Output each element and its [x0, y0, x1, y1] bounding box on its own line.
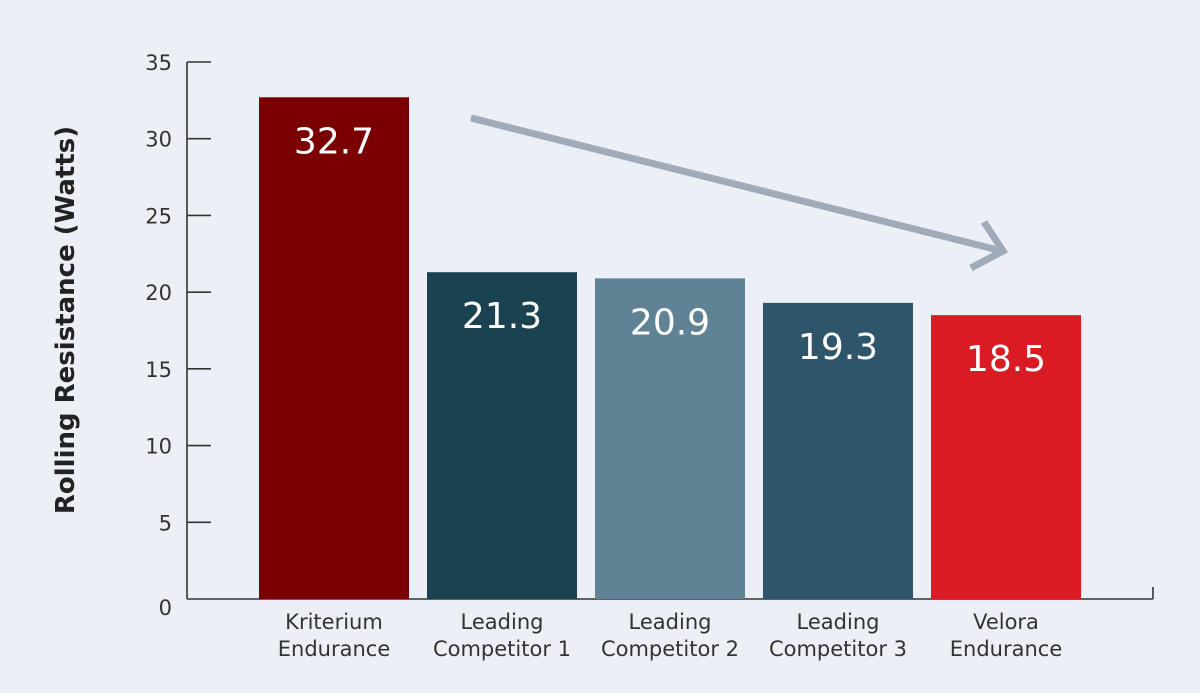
y-tick-label: 10 [145, 435, 172, 459]
bar [931, 315, 1081, 599]
bar [259, 97, 409, 599]
data-label: 18.5 [966, 339, 1046, 380]
bar [427, 272, 577, 599]
data-label: 20.9 [630, 302, 710, 343]
x-tick-label: Kriterium [285, 610, 383, 634]
value-labels: 32.7 21.3 20.9 19.3 18.5 [294, 121, 1046, 380]
x-tick-label: Competitor 3 [769, 637, 907, 661]
y-tick-label: 0 [159, 596, 172, 620]
arrow-shaft [470, 114, 1003, 255]
y-tick-label: 25 [145, 204, 172, 228]
x-tick-label: Leading [461, 610, 544, 634]
y-tick-label: 15 [145, 358, 172, 382]
arrow-head [969, 220, 1009, 272]
y-tick-label: 20 [145, 281, 172, 305]
x-tick-label: Leading [629, 610, 712, 634]
data-label: 19.3 [798, 327, 878, 368]
x-tick-label: Velora [973, 610, 1039, 634]
y-tick-label: 30 [145, 128, 172, 152]
data-label: 32.7 [294, 121, 374, 162]
data-label: 21.3 [462, 296, 542, 337]
y-axis-title-group: Rolling Resistance (Watts) [51, 126, 81, 514]
y-axis-title: Rolling Resistance (Watts) [51, 126, 81, 514]
x-tick-label: Competitor 2 [601, 637, 739, 661]
bars [259, 97, 1081, 599]
x-tick-label: Competitor 1 [433, 637, 571, 661]
y-tick-label: 35 [145, 51, 172, 75]
x-tick-label: Endurance [278, 637, 391, 661]
bar [595, 278, 745, 599]
y-tick-label: 5 [159, 511, 172, 535]
trend-arrow-annotation [470, 114, 1009, 272]
x-tick-label: Endurance [950, 637, 1063, 661]
category-labels: Kriterium Endurance Leading Competitor 1 Lea… [278, 610, 1063, 661]
bar [763, 302, 913, 599]
x-tick-label: Leading [797, 610, 880, 634]
